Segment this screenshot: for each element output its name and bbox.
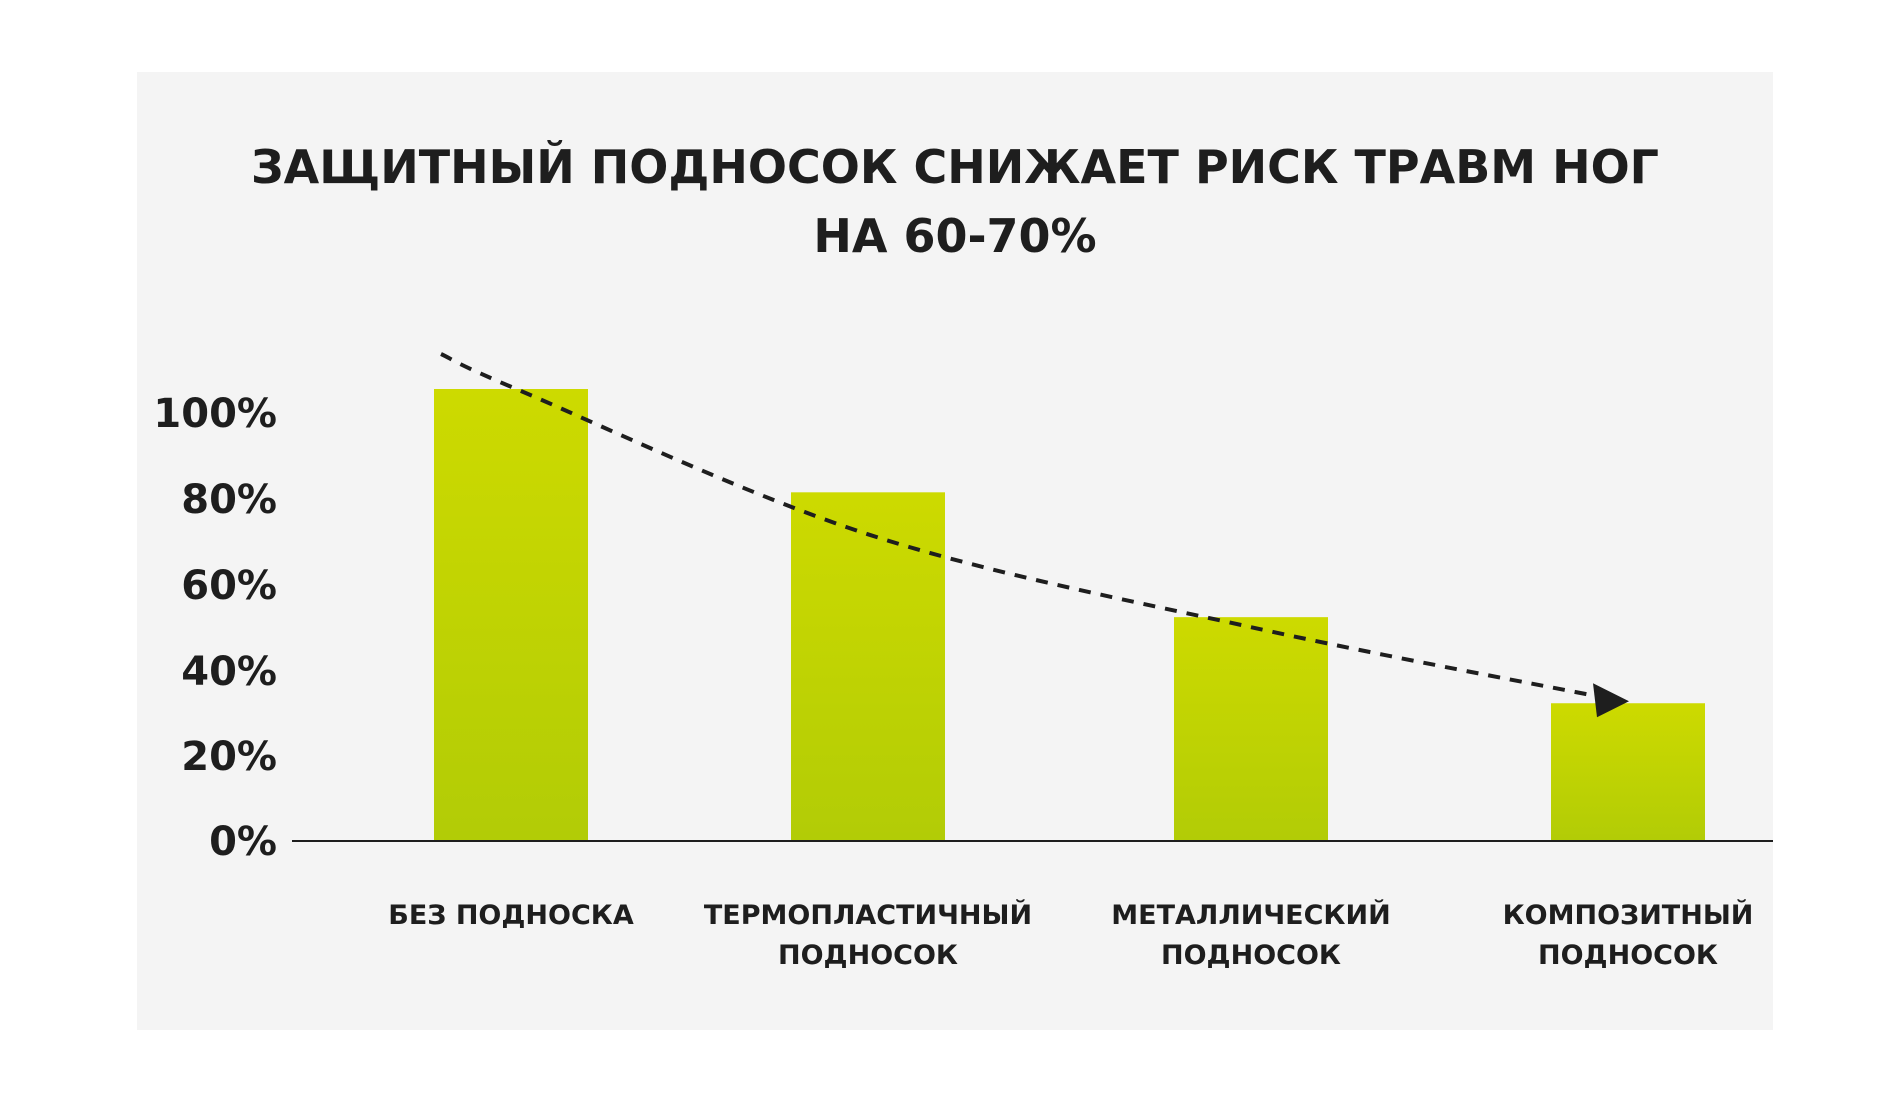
y-tick-label: 20% (181, 734, 277, 780)
trend-dashed-line (440, 352, 1624, 704)
y-axis-ticks: 0% 20% 40% 60% 80% 100% (153, 391, 277, 865)
bars (434, 389, 1705, 841)
y-tick-label: 100% (153, 391, 277, 437)
trend-arrowhead (1593, 683, 1629, 718)
chart-title-line-2: НА 60-70% (813, 209, 1096, 263)
chart-title-line-1: ЗАЩИТНЫЙ ПОДНОСОК СНИЖАЕТ РИСК ТРАВМ НОГ (251, 140, 1659, 194)
bar-chart: ЗАЩИТНЫЙ ПОДНОСОК СНИЖАЕТ РИСК ТРАВМ НОГ… (153, 140, 1773, 971)
x-axis-categories: БЕЗ ПОДНОСКА ТЕРМОПЛАСТИЧНЫЙ ПОДНОСОК МЕТАЛ… (388, 899, 1753, 971)
bar (1551, 703, 1705, 841)
category-label: МЕТАЛЛИЧЕСКИЙ (1111, 899, 1390, 931)
category-label: ТЕРМОПЛАСТИЧНЫЙ (704, 899, 1032, 931)
category-label: БЕЗ ПОДНОСКА (388, 900, 634, 931)
chart-panel: ЗАЩИТНЫЙ ПОДНОСОК СНИЖАЕТ РИСК ТРАВМ НОГ… (137, 72, 1773, 1030)
y-tick-label: 60% (181, 563, 277, 609)
category-label: ПОДНОСОК (1161, 940, 1341, 971)
category-label: ПОДНОСОК (778, 940, 958, 971)
category-label: ПОДНОСОК (1538, 940, 1718, 971)
bar (1174, 617, 1328, 841)
category-label: КОМПОЗИТНЫЙ (1503, 899, 1754, 931)
y-tick-label: 0% (209, 819, 277, 865)
y-tick-label: 40% (181, 649, 277, 695)
bar (791, 492, 945, 841)
y-tick-label: 80% (181, 477, 277, 523)
bar (434, 389, 588, 841)
